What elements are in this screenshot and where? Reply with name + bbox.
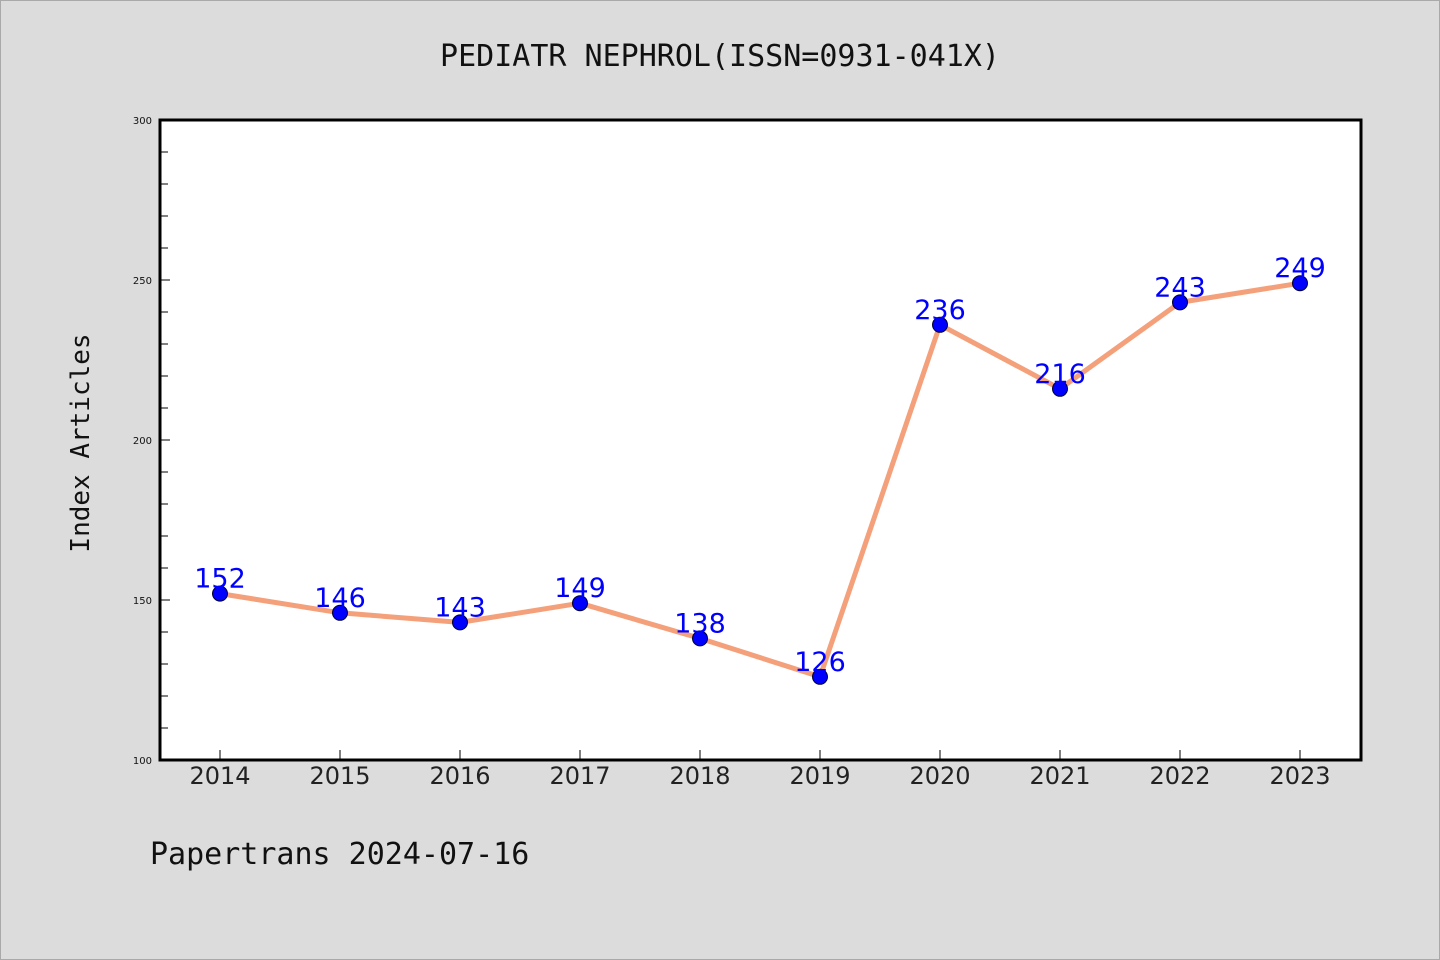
x-tick-label: 2015 [309,762,370,790]
data-value-label: 243 [1154,272,1206,303]
footer-watermark: Papertrans 2024-07-16 [150,837,529,872]
x-tick-label: 2021 [1029,762,1090,790]
data-point [692,630,708,647]
data-point [932,316,948,333]
x-tick-label: 2023 [1269,762,1330,790]
data-value-label: 236 [914,295,966,326]
data-value-label: 143 [434,592,486,623]
x-tick-label: 2019 [789,762,850,790]
plot-area [160,120,1361,760]
data-value-label: 146 [314,583,366,614]
y-tick-label: 300 [133,116,152,127]
data-point [812,668,828,685]
data-point [212,585,228,602]
y-tick-label: 100 [133,756,152,767]
data-point [452,614,468,631]
data-value-label: 149 [554,573,606,604]
data-value-label: 138 [674,608,726,639]
x-tick-label: 2016 [429,762,490,790]
y-tick-label: 250 [133,276,152,287]
x-tick-label: 2017 [549,762,610,790]
plot-border [158,118,1363,762]
x-tick-label: 2014 [189,762,250,790]
x-tick-label: 2022 [1149,762,1210,790]
y-tick-label: 150 [133,596,152,607]
data-value-label: 126 [794,647,846,678]
data-point [1292,275,1308,292]
series-layer [212,275,1308,685]
data-value-label: 249 [1274,253,1326,284]
x-axis: 2014 2015 2016 2017 2018 2019 2020 2021 2022 2023 [189,750,1331,790]
data-point [572,595,588,612]
series-line [217,280,1303,680]
data-point [1052,380,1068,397]
y-axis-label: Index Articles [66,333,96,552]
data-point [1172,294,1188,311]
data-point [332,604,348,621]
x-tick-label: 2018 [669,762,730,790]
x-tick-label: 2020 [909,762,970,790]
data-labels: 152 146 143 149 138 126 236 216 243 249 [194,253,1326,678]
data-value-label: 152 [194,564,246,595]
data-value-label: 216 [1034,359,1086,390]
y-tick-label: 200 [133,436,152,447]
chart-title: PEDIATR NEPHROL(ISSN=0931-041X) [440,39,1000,74]
